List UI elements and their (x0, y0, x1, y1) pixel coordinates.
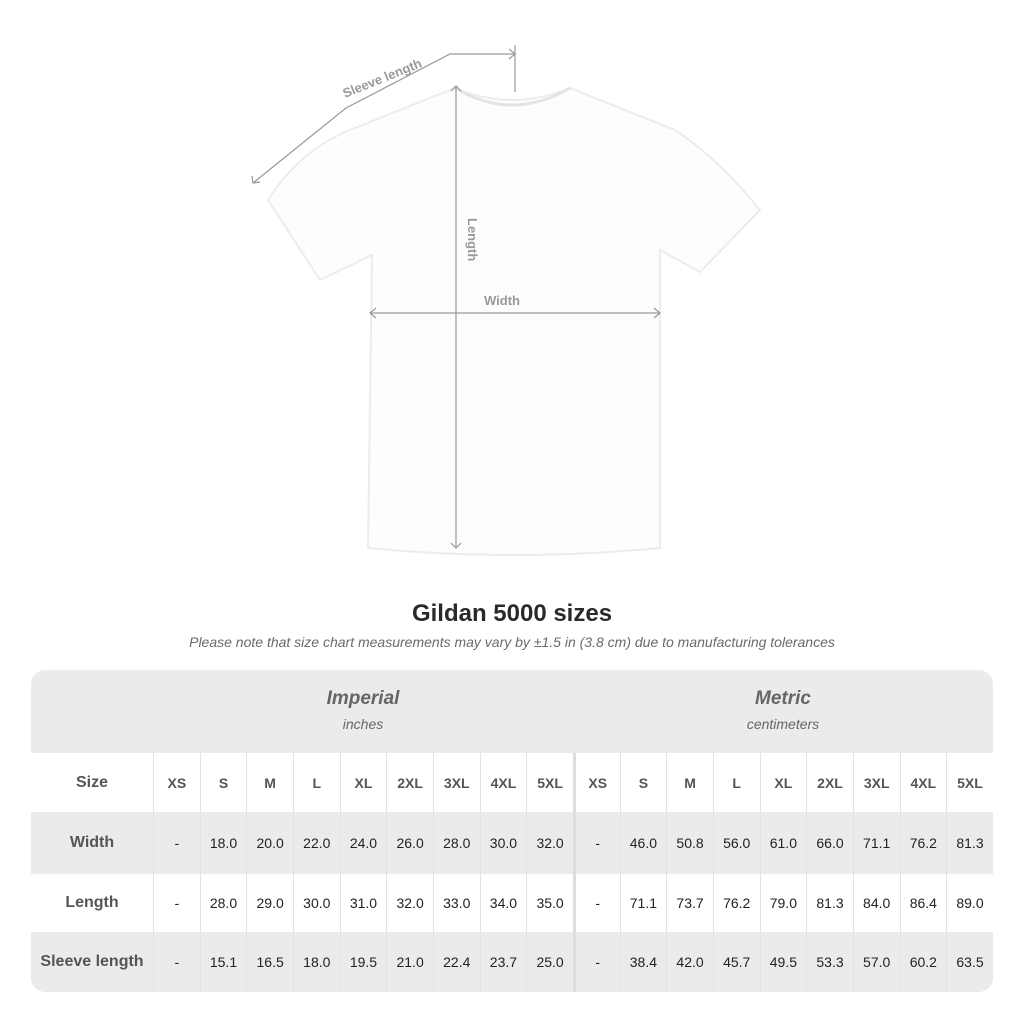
tshirt-collar (454, 86, 571, 107)
metric-cell: 84.0 (852, 874, 900, 932)
row-label: Width (69, 834, 115, 851)
metric-cell: 45.7 (712, 932, 760, 992)
imperial-cell: XL (339, 753, 387, 812)
imperial-cell: - (153, 874, 200, 932)
metric-cell: 81.3 (946, 812, 993, 874)
imperial-cell: - (153, 932, 200, 992)
imperial-cell: 4XL (479, 753, 527, 812)
metric-cell: 60.2 (899, 932, 947, 992)
tolerance-note: Please note that size chart measurements… (189, 634, 835, 650)
row-label: Length (65, 894, 119, 911)
imperial-cell: 18.0 (199, 812, 247, 874)
metric-cell: 53.3 (806, 932, 853, 992)
imperial-cell: 29.0 (246, 874, 293, 932)
metric-unit: centimeters (746, 716, 820, 732)
imperial-cell: 33.0 (432, 874, 480, 932)
imperial-cell: 32.0 (386, 874, 433, 932)
imperial-cell: 26.0 (386, 812, 433, 874)
metric-cell: - (572, 874, 620, 932)
imperial-cell: 30.0 (292, 874, 340, 932)
measurement-lines (251, 45, 661, 549)
metric-cell: 76.2 (712, 874, 760, 932)
metric-cell: - (572, 812, 620, 874)
metric-cell: - (572, 932, 620, 992)
metric-cell: 79.0 (759, 874, 807, 932)
imperial-cell: 16.5 (246, 932, 293, 992)
metric-cell: XL (759, 753, 807, 812)
imperial-cell: 22.4 (432, 932, 480, 992)
imperial-cell: 25.0 (526, 932, 573, 992)
imperial-cell: L (292, 753, 340, 812)
tshirt-shape (266, 86, 762, 556)
metric-cell: 81.3 (806, 874, 853, 932)
metric-cell: S (619, 753, 667, 812)
imperial-cell: 3XL (432, 753, 480, 812)
table-row: Length -28.0 29.0 30.0 31.0 32.0 33.0 34.0 35.0-… (31, 874, 993, 932)
metric-heading: Metric (755, 688, 811, 709)
imperial-cell: 30.0 (479, 812, 527, 874)
metric-cell: 2XL (806, 753, 853, 812)
imperial-cell: 2XL (386, 753, 433, 812)
metric-cell: 38.4 (619, 932, 667, 992)
metric-cell: 76.2 (899, 812, 947, 874)
imperial-cell: 20.0 (246, 812, 293, 874)
imperial-cell: 35.0 (526, 874, 573, 932)
metric-cell: 73.7 (666, 874, 713, 932)
metric-cell: 63.5 (946, 932, 993, 992)
imperial-cell: 34.0 (479, 874, 527, 932)
metric-cell: 66.0 (806, 812, 853, 874)
metric-cell: 61.0 (759, 812, 807, 874)
metric-cell: 46.0 (619, 812, 667, 874)
imperial-cell: - (153, 812, 200, 874)
imperial-cell: 21.0 (386, 932, 433, 992)
metric-cell: 5XL (946, 753, 993, 812)
metric-group: Metric centimeters (573, 688, 993, 732)
imperial-cell: 19.5 (339, 932, 387, 992)
size-table: Imperial inches Metric centimeters Size X… (31, 670, 993, 992)
metric-cell: 3XL (852, 753, 900, 812)
chart-title: Gildan 5000 sizes (411, 600, 613, 627)
table-row: Width -18.0 20.0 22.0 24.0 26.0 28.0 30.0 32.0-4… (31, 812, 993, 874)
metric-cell: 56.0 (712, 812, 760, 874)
metric-cell: M (666, 753, 713, 812)
metric-cell: 50.8 (666, 812, 713, 874)
metric-cell: 57.0 (852, 932, 900, 992)
metric-cell: 49.5 (759, 932, 807, 992)
imperial-cell: 22.0 (292, 812, 340, 874)
metric-cell: 71.1 (619, 874, 667, 932)
size-header-row: Size XS S M L XL 2XL 3XL 4XL 5XL XS S M L XL 2XL 3XL 4XL 5… (31, 753, 993, 812)
imperial-cell: 32.0 (526, 812, 573, 874)
imperial-cell: XS (153, 753, 200, 812)
metric-cell: 42.0 (666, 932, 713, 992)
imperial-cell: M (246, 753, 293, 812)
imperial-cell: 28.0 (199, 874, 247, 932)
imperial-unit: inches (342, 716, 384, 732)
length-label: Length (465, 218, 480, 261)
tshirt-diagram: Sleeve length Length Width (251, 45, 762, 556)
imperial-cell: 15.1 (199, 932, 247, 992)
row-label: Sleeve length (40, 953, 144, 970)
imperial-cell: 23.7 (479, 932, 527, 992)
unit-header: Imperial inches Metric centimeters (31, 670, 993, 753)
imperial-cell: 24.0 (339, 812, 387, 874)
imperial-cell: 28.0 (432, 812, 480, 874)
metric-cell: 89.0 (946, 874, 993, 932)
imperial-cell: 5XL (526, 753, 573, 812)
metric-cell: 86.4 (899, 874, 947, 932)
sleeve-length-label: Sleeve length (341, 55, 424, 100)
metric-cell: 4XL (899, 753, 947, 812)
metric-cell: 71.1 (852, 812, 900, 874)
imperial-heading: Imperial (326, 688, 400, 709)
arrowhead-icons (251, 48, 661, 549)
imperial-cell: 31.0 (339, 874, 387, 932)
metric-cell: XS (572, 753, 620, 812)
metric-cell: L (712, 753, 760, 812)
width-label: Width (484, 293, 520, 308)
imperial-cell: S (199, 753, 247, 812)
imperial-cell: 18.0 (292, 932, 340, 992)
row-label: Size (75, 773, 108, 791)
imperial-group: Imperial inches (153, 688, 573, 732)
sleeve-length-line (252, 53, 515, 184)
table-row: Sleeve length -15.1 16.5 18.0 19.5 21.0 22.4 23… (31, 932, 993, 992)
